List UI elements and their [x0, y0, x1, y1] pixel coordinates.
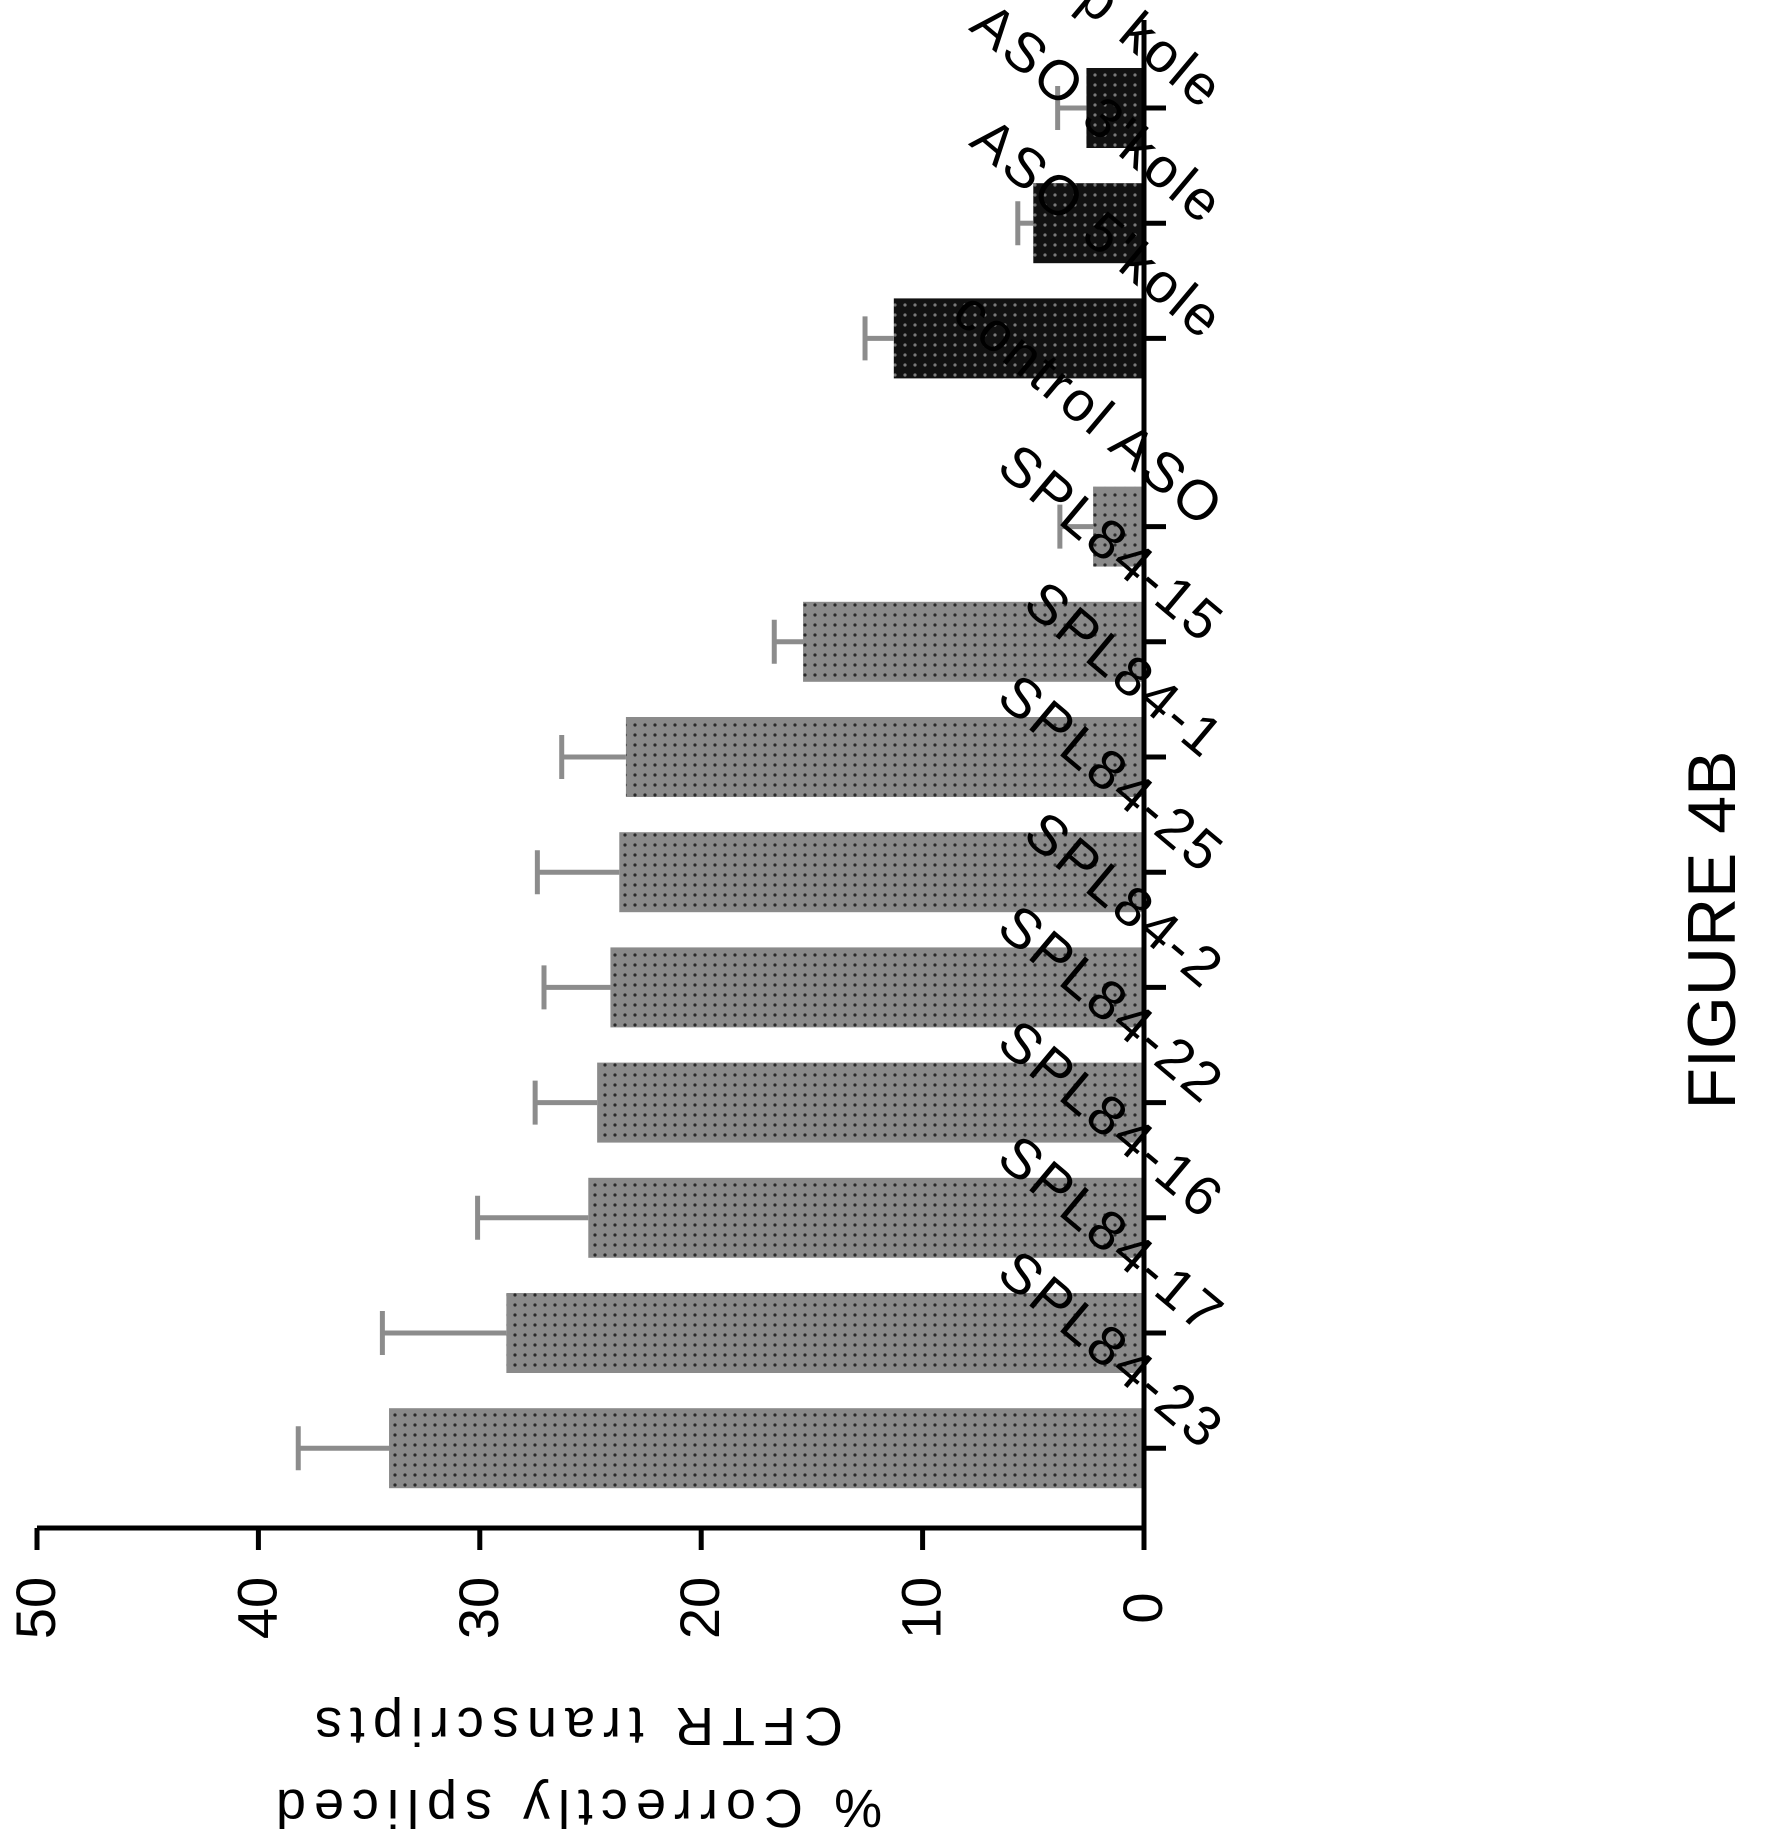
error-bar: [537, 850, 619, 894]
bar: [389, 1408, 1144, 1488]
error-bar: [382, 1311, 506, 1355]
value-tick-label: 50: [4, 1577, 67, 1639]
error-bar: [298, 1426, 389, 1470]
value-tick-label: 20: [668, 1577, 731, 1639]
error-bar: [478, 1196, 589, 1240]
error-bar: [544, 965, 610, 1009]
value-axis-title-line-1: % Correctly spliced: [268, 1778, 882, 1835]
error-bar: [865, 316, 894, 360]
value-tick-label: 10: [890, 1577, 953, 1639]
value-axis-title: % Correctly spliced CFTR transcripts: [268, 1696, 882, 1835]
figure-label: FIGURE 4B: [1674, 751, 1750, 1110]
error-bar: [562, 735, 626, 779]
value-tick-label: 30: [447, 1577, 510, 1639]
value-axis-title-line-2: CFTR transcripts: [307, 1696, 843, 1756]
value-tick-label: 40: [225, 1577, 288, 1639]
error-bar: [774, 620, 803, 664]
value-tick-label: 0: [1111, 1592, 1174, 1623]
value-ticks-group: 0 10 20 30 40 50: [4, 1528, 1174, 1639]
error-bar: [535, 1081, 597, 1125]
